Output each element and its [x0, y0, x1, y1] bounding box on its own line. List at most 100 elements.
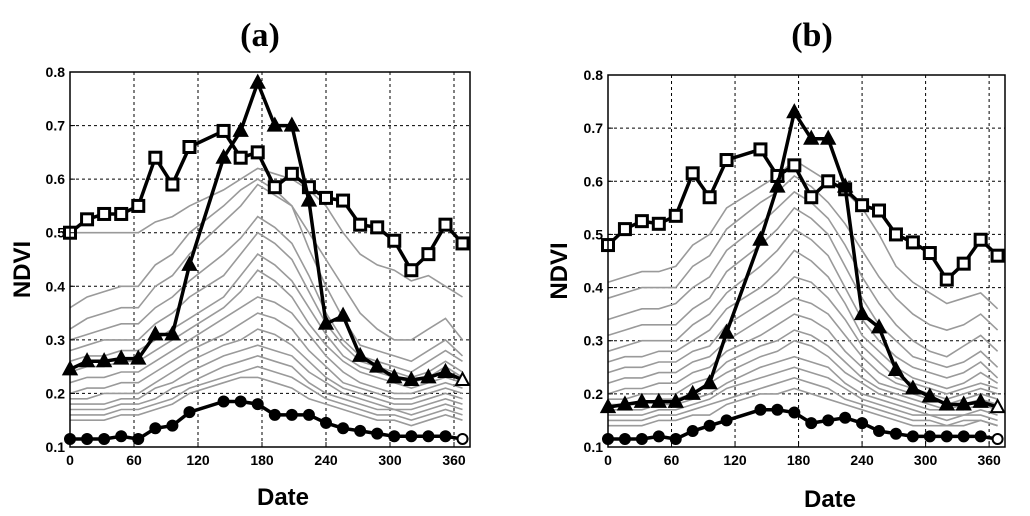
square-marker	[319, 190, 333, 205]
square-marker	[651, 216, 666, 231]
background-series-line	[69, 183, 464, 363]
triangle-marker	[113, 349, 130, 365]
triangle-marker	[684, 384, 701, 400]
background-series-line	[607, 249, 999, 390]
triangle-marker	[130, 349, 147, 365]
background-series-line	[70, 167, 463, 298]
triangle-marker	[215, 148, 232, 164]
triangle-marker	[437, 362, 454, 378]
y-tick-label: 0.1	[584, 439, 604, 455]
circle-marker	[149, 422, 162, 435]
x-tick-label: 0	[604, 452, 612, 468]
square-marker	[855, 198, 870, 213]
background-series-line	[608, 366, 998, 422]
background-series-line	[69, 215, 463, 373]
circle-marker	[635, 433, 648, 446]
square-marker	[80, 212, 95, 227]
square-marker	[973, 232, 988, 247]
y-tick-label: 0.8	[584, 67, 604, 83]
triangle-series-line	[69, 80, 464, 382]
circle-marker	[974, 430, 987, 443]
x-tick-label: 180	[787, 452, 811, 468]
triangle-marker	[853, 305, 871, 321]
circle-marker	[923, 430, 936, 443]
y-tick-label: 0.2	[46, 385, 66, 401]
background-series-line	[608, 387, 998, 427]
axes-frame	[607, 74, 1006, 448]
square-marker	[97, 206, 112, 221]
background-series-line	[69, 269, 463, 389]
square-marker	[387, 233, 402, 248]
triangle-marker	[989, 398, 1006, 414]
triangle-marker	[420, 368, 437, 384]
circle-marker	[166, 419, 179, 432]
circle-marker	[251, 398, 264, 411]
triangle-marker	[752, 230, 769, 246]
square-marker	[438, 217, 453, 232]
triangle-marker	[803, 129, 820, 145]
square-marker	[455, 236, 470, 251]
square-marker	[617, 222, 632, 237]
circle-marker	[405, 430, 418, 443]
triangle-marker	[921, 387, 939, 403]
background-series-line	[607, 297, 998, 401]
chart-panel-a: (a) 0 60 120 180 240 300 360 0.1 0.2 0.3 0.4 0.5 0.6 0…	[9, 17, 471, 511]
x-tick-label: 360	[442, 452, 466, 468]
background-series-line	[607, 228, 999, 379]
triangle-marker	[249, 73, 266, 89]
circle-series-line	[608, 408, 998, 441]
y-tick-label: 0.3	[584, 333, 604, 349]
circle-marker	[652, 430, 665, 443]
circle-marker	[957, 430, 970, 443]
y-tick-label: 0.1	[46, 439, 66, 455]
y-axis-label: NDVI	[9, 241, 36, 298]
circle-marker	[856, 417, 869, 430]
y-axis-label: NDVI	[546, 242, 573, 299]
square-marker	[888, 227, 903, 242]
x-tick-label: 240	[314, 452, 338, 468]
square-marker	[905, 235, 920, 250]
background-series-line	[607, 206, 999, 369]
square-marker	[233, 150, 248, 165]
triangle-marker	[334, 306, 352, 322]
x-tick-label: 180	[250, 452, 274, 468]
triangle-marker	[283, 116, 301, 132]
triangle-marker	[164, 325, 181, 341]
y-tick-label: 0.5	[584, 226, 604, 242]
y-tick-label: 0.8	[46, 64, 66, 80]
background-series-line	[607, 158, 999, 310]
axes-frame	[69, 71, 471, 448]
circle-marker	[720, 414, 733, 427]
square-marker	[668, 208, 683, 223]
background-series-line	[608, 339, 998, 411]
background-series-line	[608, 377, 998, 427]
square-marker	[336, 193, 351, 208]
triangle-marker	[769, 177, 786, 193]
background-series-line	[70, 328, 463, 405]
background-series-line	[69, 253, 463, 384]
square-marker	[404, 263, 419, 278]
x-tick-label: 360	[977, 452, 1001, 468]
triangle-marker	[181, 255, 198, 271]
triangle-series-line	[607, 110, 999, 409]
background-series-line	[607, 174, 999, 331]
y-tick-label: 0.3	[46, 332, 66, 348]
triangle-marker	[870, 318, 888, 334]
background-series-line	[69, 231, 463, 379]
x-tick-label: 300	[914, 452, 938, 468]
circle-marker	[839, 411, 852, 424]
triangle-marker	[95, 352, 113, 368]
circle-marker	[991, 433, 1004, 446]
square-marker	[821, 174, 836, 189]
square-series-line	[68, 129, 464, 272]
x-tick-label: 0	[66, 452, 74, 468]
circle-marker	[771, 403, 784, 416]
square-marker	[216, 123, 231, 138]
circle-marker	[183, 406, 196, 419]
circle-marker	[422, 430, 435, 443]
circle-marker	[285, 408, 298, 421]
triangle-marker	[386, 368, 403, 384]
square-marker	[114, 206, 129, 221]
square-marker	[702, 190, 717, 205]
